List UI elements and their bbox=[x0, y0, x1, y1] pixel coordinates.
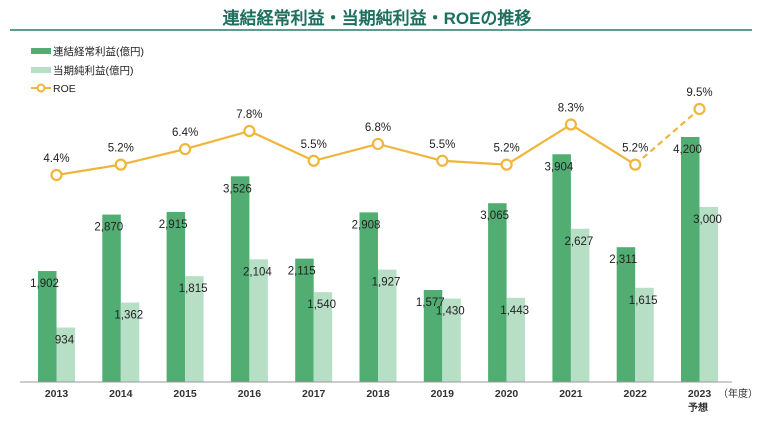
data-label-recurring: 3,904 bbox=[545, 161, 574, 173]
data-label-recurring: 4,200 bbox=[673, 144, 702, 156]
roe-data-label: 9.5% bbox=[686, 87, 712, 99]
roe-point bbox=[179, 143, 192, 156]
bar-recurring-profit bbox=[488, 203, 507, 382]
data-label-recurring: 2,115 bbox=[288, 266, 316, 278]
data-label-net: 2,104 bbox=[243, 266, 272, 278]
data-label-net: 934 bbox=[55, 335, 75, 347]
roe-data-label: 4.4% bbox=[43, 153, 69, 165]
legend-swatch-net bbox=[31, 67, 51, 73]
data-label-net: 1,540 bbox=[307, 299, 336, 311]
roe-data-label: 6.4% bbox=[172, 127, 198, 139]
roe-line-segment bbox=[570, 123, 636, 166]
roe-point bbox=[371, 137, 385, 151]
bar-recurring-profit bbox=[681, 137, 700, 382]
bar-net-profit bbox=[249, 259, 268, 382]
data-label-net: 1,615 bbox=[629, 295, 658, 307]
roe-point bbox=[693, 102, 706, 116]
bar-recurring-profit bbox=[423, 290, 443, 382]
x-tick-label: 2013 bbox=[45, 388, 69, 400]
roe-point bbox=[564, 118, 578, 131]
roe-line-segment bbox=[634, 108, 701, 166]
legend-label-roe: ROE bbox=[53, 83, 76, 95]
bar-net-profit bbox=[442, 298, 461, 382]
roe-line-segment bbox=[120, 148, 186, 166]
legend-swatch-recurring bbox=[31, 48, 51, 54]
x-tick-label: 2020 bbox=[495, 388, 519, 400]
x-tick-label: 2018 bbox=[366, 388, 390, 400]
data-label-net: 1,927 bbox=[372, 277, 401, 289]
roe-line-segment bbox=[184, 129, 250, 151]
bar-net-profit bbox=[635, 287, 654, 382]
roe-data-label: 5.5% bbox=[301, 139, 327, 151]
roe-line-segment bbox=[506, 123, 572, 166]
data-label-net: 2,627 bbox=[565, 236, 594, 248]
roe-point bbox=[500, 158, 513, 171]
data-label-recurring: 2,908 bbox=[352, 219, 381, 231]
bar-recurring-profit bbox=[616, 247, 636, 382]
data-label-recurring: 2,870 bbox=[94, 222, 123, 234]
roe-line-segment bbox=[442, 159, 507, 166]
bar-recurring-profit bbox=[359, 212, 378, 382]
data-label-recurring: 2,915 bbox=[159, 219, 188, 231]
roe-line-segment bbox=[377, 142, 443, 162]
roe-data-label: 5.5% bbox=[429, 139, 455, 151]
x-tick-label: 2015 bbox=[173, 388, 197, 400]
legend-marker-roe bbox=[36, 83, 46, 93]
data-label-recurring: 3,065 bbox=[480, 210, 509, 222]
x-tick-label: 2019 bbox=[431, 388, 455, 400]
data-label-recurring: 3,526 bbox=[223, 183, 252, 195]
bar-net-profit bbox=[120, 302, 140, 382]
data-label-recurring: 1,902 bbox=[30, 278, 59, 290]
roe-point bbox=[436, 154, 449, 167]
data-label-net: 3,000 bbox=[693, 214, 722, 226]
bar-net-profit bbox=[185, 276, 204, 382]
data-label-recurring: 1,577 bbox=[416, 297, 445, 309]
roe-data-label: 7.8% bbox=[236, 109, 262, 121]
roe-data-label: 6.8% bbox=[365, 122, 391, 134]
roe-point bbox=[629, 158, 642, 171]
data-label-net: 1,362 bbox=[114, 310, 143, 322]
roe-data-label: 5.2% bbox=[108, 143, 134, 155]
bar-recurring-profit bbox=[166, 211, 186, 382]
bar-net-profit bbox=[313, 292, 333, 382]
forecast-label: 予想 bbox=[688, 401, 708, 414]
data-label-recurring: 2,311 bbox=[609, 254, 637, 266]
legend-label-net: 当期純利益(億円) bbox=[53, 64, 134, 77]
roe-data-label: 5.2% bbox=[493, 143, 519, 155]
bar-net-profit bbox=[699, 207, 718, 382]
x-tick-label: 2023 bbox=[688, 388, 712, 400]
bar-net-profit bbox=[378, 269, 397, 382]
roe-data-label: 8.3% bbox=[558, 103, 584, 115]
bar-recurring-profit bbox=[38, 271, 57, 382]
roe-point bbox=[307, 154, 320, 167]
roe-line-segment bbox=[56, 163, 121, 177]
bar-net-profit bbox=[570, 228, 590, 382]
bar-recurring-profit bbox=[102, 214, 121, 382]
chart-title: 連結経常利益・当期純利益・ROEの推移 bbox=[223, 8, 532, 28]
x-tick-label: 2016 bbox=[238, 388, 262, 400]
bar-net-profit bbox=[56, 327, 75, 382]
x-tick-label: 2014 bbox=[109, 388, 133, 400]
bar-net-profit bbox=[506, 297, 526, 382]
legend-label-recurring: 連結経常利益(億円) bbox=[53, 45, 144, 58]
roe-point bbox=[114, 158, 127, 171]
data-label-net: 1,443 bbox=[500, 305, 529, 317]
data-label-net: 1,430 bbox=[436, 306, 465, 318]
legend: 連結経常利益(億円) 当期純利益(億円) ROE bbox=[31, 45, 144, 95]
x-unit-label: （年度） bbox=[718, 387, 758, 400]
x-tick-label: 2021 bbox=[559, 388, 583, 400]
bar-recurring-profit bbox=[230, 176, 250, 382]
roe-point bbox=[243, 124, 256, 138]
roe-point bbox=[50, 168, 63, 182]
bar-recurring-profit bbox=[552, 154, 571, 382]
roe-line-segment bbox=[248, 130, 315, 162]
x-tick-label: 2022 bbox=[624, 388, 648, 400]
x-tick-label: 2017 bbox=[302, 388, 326, 400]
data-label-net: 1,815 bbox=[179, 283, 208, 295]
roe-line-segment bbox=[313, 142, 379, 162]
roe-data-label: 5.2% bbox=[622, 143, 648, 155]
bar-recurring-profit bbox=[295, 258, 314, 382]
